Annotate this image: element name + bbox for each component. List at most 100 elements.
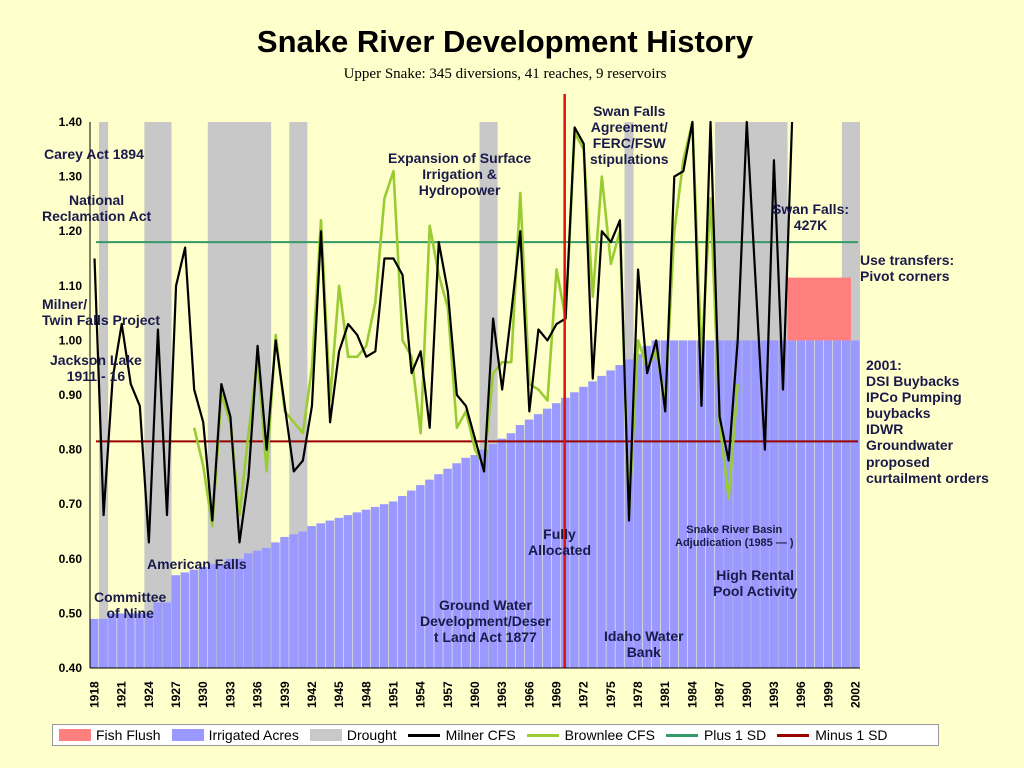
x-tick-label: 1939	[278, 681, 292, 708]
chart-subtitle: Upper Snake: 345 diversions, 41 reaches,…	[343, 66, 667, 82]
x-tick-label: 1963	[495, 681, 509, 708]
fish-flush-bars	[787, 277, 851, 341]
irrigated-acres-bar	[597, 375, 606, 668]
y-tick-label: 0.70	[59, 497, 83, 511]
irrigated-acres-bar	[850, 340, 860, 668]
irrigated-acres-bar	[696, 340, 706, 668]
irrigated-acres-bar	[488, 444, 498, 668]
milner-cfs-line	[93, 120, 794, 544]
irrigated-acres-bar	[515, 425, 525, 668]
irrigated-acres-bar	[687, 340, 697, 668]
irrigated-acres-bar	[651, 340, 661, 668]
legend-swatch	[665, 733, 698, 737]
x-tick-label: 1948	[359, 681, 373, 708]
x-tick-label: 1987	[713, 681, 727, 708]
irrigated-acres-bar	[108, 613, 117, 668]
irrigated-acres-bar	[470, 455, 479, 668]
x-tick-label: 1990	[740, 681, 754, 708]
legend-swatch	[526, 733, 559, 737]
axes: 0.40 0.50 0.60 0.70 0.80 0.90 1.00 1.10 1.20 1.30…	[59, 115, 863, 708]
irrigated-acres-bar	[135, 613, 144, 668]
legend-swatch	[309, 729, 342, 741]
x-tick-label: 1954	[414, 681, 428, 708]
irrigated-acres-bar	[416, 485, 425, 668]
y-tick-label: 1.10	[59, 279, 83, 293]
irrigated-acres-bar	[434, 474, 443, 668]
y-tick-label: 0.60	[59, 552, 83, 566]
irrigated-acres-bar	[751, 340, 760, 668]
irrigated-acres-bar	[542, 408, 552, 668]
fish-flush-bar	[787, 277, 851, 341]
irrigated-acres-bar	[189, 569, 199, 668]
x-tick-label: 1924	[142, 681, 156, 708]
irrigated-acres-bar	[289, 534, 298, 668]
x-tick-label: 1936	[251, 681, 265, 708]
irrigated-acres-bar	[742, 340, 751, 668]
irrigated-acres-bar	[841, 340, 851, 668]
irrigated-acres-bar	[388, 501, 398, 668]
irrigated-acres-bar	[606, 370, 615, 668]
x-tick-label: 1921	[115, 681, 129, 708]
irrigated-acres-bar	[244, 553, 253, 668]
irrigated-acres-bar	[787, 340, 797, 668]
x-tick-label: 1957	[441, 681, 455, 708]
annotation-american-falls: American Falls	[147, 556, 247, 572]
irrigated-acres-bar	[126, 613, 135, 668]
x-tick-label: 1927	[169, 681, 183, 708]
irrigated-acres-bar	[343, 515, 353, 668]
drought-bar	[144, 122, 172, 668]
irrigated-acres-bar	[99, 618, 108, 668]
irrigated-acres-bar	[271, 542, 280, 668]
annotation-jackson-lake: Jackson Lake 1911 - 16	[50, 352, 142, 385]
irrigated-acres-bar	[316, 523, 325, 668]
legend-item: Minus 1 SD	[777, 727, 888, 743]
x-tick-label: 1933	[223, 681, 237, 708]
irrigated-acres-bar	[823, 340, 833, 668]
legend-swatch	[171, 729, 204, 741]
irrigated-acres-bar	[524, 419, 534, 668]
x-tick-label: 1966	[522, 681, 536, 708]
irrigated-acres-bar	[180, 572, 190, 668]
milner-series	[93, 120, 794, 544]
irrigated-acres-bar	[706, 340, 715, 668]
x-tick-label: 1945	[332, 681, 346, 708]
legend-label: Irrigated Acres	[208, 727, 299, 743]
irrigated-acres-bar	[379, 504, 389, 668]
x-tick-label: 1999	[821, 681, 835, 708]
irrigated-acres-bar	[352, 512, 362, 668]
irrigated-acres-bar	[570, 392, 579, 668]
y-tick-label: 0.90	[59, 388, 83, 402]
x-tick-label: 1975	[604, 681, 618, 708]
irrigated-acres-bar	[90, 618, 99, 668]
annotation-2001: 2001: DSI Buybacks IPCo Pumping buybacks…	[866, 357, 989, 486]
irrigated-acres-bar	[461, 457, 470, 668]
irrigated-acres-bar	[588, 381, 597, 668]
legend-item: Fish Flush	[59, 727, 161, 743]
annotation-high-rental: High Rental Pool Activity	[713, 567, 798, 600]
y-tick-label: 1.30	[59, 170, 83, 184]
chart-title: Snake River Development History	[256, 24, 754, 59]
irrigated-acres-bar	[398, 496, 407, 668]
legend-item: Drought	[309, 727, 397, 743]
irrigated-acres-bar	[552, 403, 561, 668]
irrigated-acres-bar	[253, 550, 262, 668]
legend-item: Plus 1 SD	[665, 727, 766, 743]
irrigated-acres-bar	[778, 340, 787, 668]
x-tick-label: 1984	[685, 681, 699, 708]
legend-swatch	[777, 733, 810, 737]
irrigated-acres-bar	[361, 509, 371, 668]
irrigated-acres-bar	[307, 526, 316, 668]
y-tick-label: 0.50	[59, 606, 83, 620]
irrigated-acres-bar	[216, 564, 226, 668]
x-tick-label: 1996	[794, 681, 808, 708]
irrigated-acres-bar	[642, 345, 652, 668]
annotation-milner-twin-falls: Milner/ Twin Falls Project	[42, 296, 160, 329]
irrigated-acres-bar	[678, 340, 688, 668]
irrigated-acres-bar	[425, 479, 434, 668]
legend-item: Brownlee CFS	[526, 727, 655, 743]
irrigated-acres-bar	[506, 433, 516, 668]
x-tick-label: 1993	[767, 681, 781, 708]
irrigated-acres-bar	[633, 354, 643, 668]
irrigated-acres-bar	[225, 558, 235, 668]
annotation-expansion: Expansion of Surface Irrigation & Hydrop…	[388, 150, 532, 199]
